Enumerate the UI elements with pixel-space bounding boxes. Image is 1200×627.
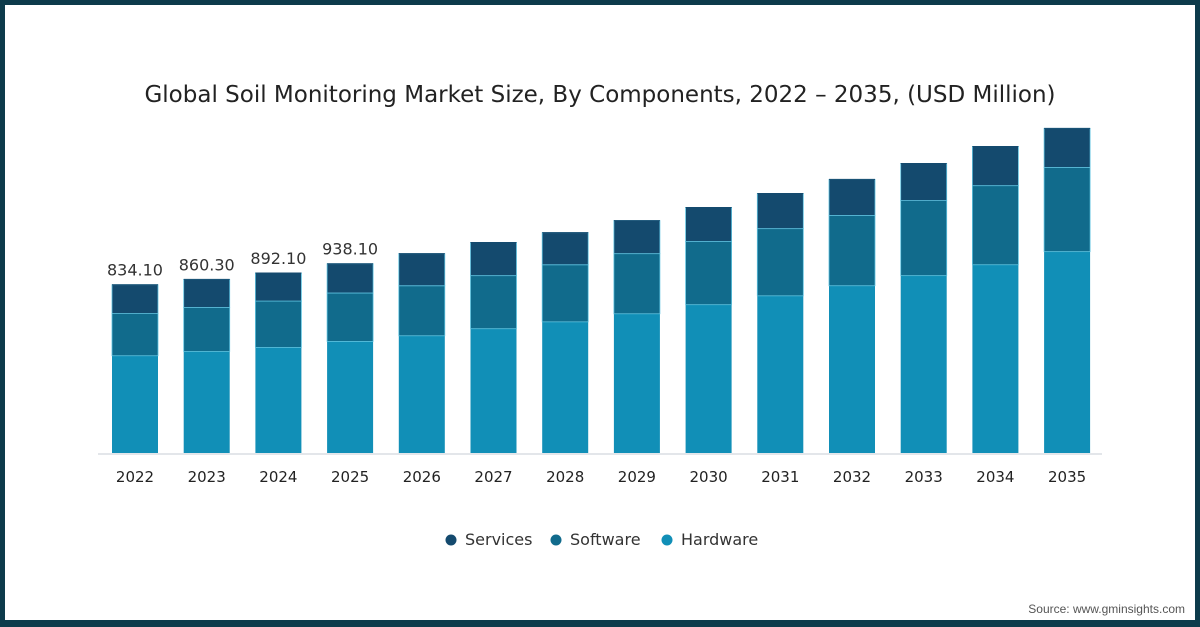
bar-software-2030 xyxy=(685,241,732,306)
x-tick-label: 2035 xyxy=(1048,468,1086,486)
x-tick-label: 2029 xyxy=(618,468,656,486)
legend-label-services[interactable]: Services xyxy=(465,530,532,549)
bar-software-2024 xyxy=(254,300,302,348)
x-tick-label: 2026 xyxy=(403,468,441,486)
bar-services-2022 xyxy=(111,284,159,314)
bar-hardware-2025 xyxy=(327,341,374,453)
x-tick-label: 2032 xyxy=(833,468,871,486)
bar-services-2032 xyxy=(828,179,876,216)
x-tick-label: 2025 xyxy=(331,468,369,486)
bar-services-2027 xyxy=(470,242,517,277)
legend-label-software[interactable]: Software xyxy=(570,530,641,549)
bar-software-2027 xyxy=(470,275,517,330)
bar-hardware-2034 xyxy=(972,264,1019,453)
bar-hardware-2031 xyxy=(757,295,804,453)
bar-hardware-2035 xyxy=(1044,251,1091,453)
bar-services-2033 xyxy=(900,163,948,201)
bar-services-2026 xyxy=(398,253,446,287)
bar-software-2026 xyxy=(398,285,446,337)
bar-hardware-2026 xyxy=(398,335,445,453)
bar-services-2030 xyxy=(685,207,732,242)
bar-software-2035 xyxy=(1043,167,1091,253)
source-note: Source: www.gminsights.com xyxy=(1028,602,1185,616)
bar-hardware-2028 xyxy=(542,321,589,453)
bar-software-2033 xyxy=(900,200,948,277)
bar-software-2025 xyxy=(326,292,374,342)
data-label-total: 860.30 xyxy=(179,255,235,274)
legend-marker-software xyxy=(550,534,562,546)
chart-title: Global Soil Monitoring Market Size, By C… xyxy=(144,82,1055,108)
x-tick-label: 2027 xyxy=(474,468,512,486)
bar-services-2031 xyxy=(756,193,804,230)
bar-hardware-2024 xyxy=(255,347,302,453)
bar-software-2031 xyxy=(756,228,804,297)
x-tick-label: 2024 xyxy=(259,468,297,486)
bar-software-2023 xyxy=(183,307,231,352)
bar-hardware-2027 xyxy=(470,328,517,453)
bar-services-2024 xyxy=(254,272,302,302)
bar-services-2034 xyxy=(972,146,1019,187)
bar-hardware-2033 xyxy=(900,275,947,453)
bar-services-2023 xyxy=(183,279,231,308)
data-label-total: 892.10 xyxy=(250,249,306,268)
bar-services-2028 xyxy=(541,232,589,266)
bar-hardware-2030 xyxy=(685,304,732,453)
bar-software-2034 xyxy=(972,185,1019,266)
bar-software-2032 xyxy=(828,215,876,287)
x-tick-label: 2030 xyxy=(690,468,728,486)
bar-services-2035 xyxy=(1043,127,1091,168)
bar-hardware-2029 xyxy=(613,313,660,453)
x-tick-label: 2033 xyxy=(905,468,943,486)
chart-frame: Global Soil Monitoring Market Size, By C… xyxy=(5,5,1195,620)
bar-software-2028 xyxy=(541,264,589,323)
data-label-total: 938.10 xyxy=(322,240,378,259)
bar-hardware-2032 xyxy=(829,285,875,453)
bar-services-2029 xyxy=(613,220,661,255)
legend-marker-hardware xyxy=(661,534,673,546)
bar-software-2022 xyxy=(111,313,159,357)
x-tick-label: 2023 xyxy=(188,468,226,486)
bar-software-2029 xyxy=(613,253,661,315)
x-tick-label: 2028 xyxy=(546,468,584,486)
x-tick-label: 2031 xyxy=(761,468,799,486)
legend-label-hardware[interactable]: Hardware xyxy=(681,530,758,549)
bar-hardware-2023 xyxy=(183,351,230,453)
legend-marker-services xyxy=(445,534,457,546)
x-tick-label: 2022 xyxy=(116,468,154,486)
bar-hardware-2022 xyxy=(112,355,158,453)
stacked-bar-chart: Global Soil Monitoring Market Size, By C… xyxy=(98,82,1102,549)
x-tick-label: 2034 xyxy=(976,468,1014,486)
data-label-total: 834.10 xyxy=(107,261,163,280)
bar-services-2025 xyxy=(326,263,374,294)
